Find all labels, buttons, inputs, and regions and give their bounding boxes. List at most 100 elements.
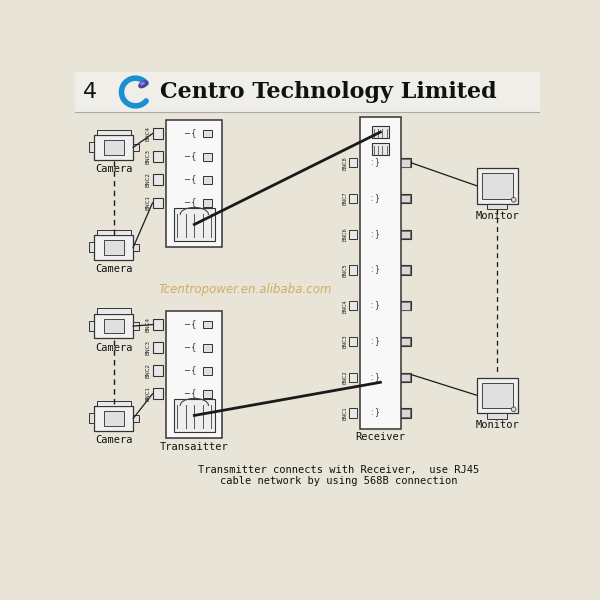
Text: BNC1: BNC1	[342, 406, 347, 420]
Text: BNC4: BNC4	[145, 317, 151, 332]
Bar	[482, 173, 513, 199]
Bar	[203, 176, 212, 184]
Bar	[152, 128, 163, 139]
Bar	[401, 374, 410, 381]
Bar	[349, 337, 357, 346]
Text: $:\}$: $:\}$	[368, 228, 380, 241]
Bar	[401, 337, 412, 346]
Bar	[152, 175, 163, 185]
Bar	[97, 230, 131, 235]
Text: $-\{$: $-\{$	[183, 341, 197, 354]
Text: $:\}$: $:\}$	[368, 192, 380, 205]
Text: $-\{$: $-\{$	[183, 318, 197, 331]
Text: BNC2: BNC2	[145, 363, 151, 378]
Bar	[152, 197, 163, 208]
Bar	[349, 409, 357, 418]
Text: cable network by using 568B connection: cable network by using 568B connection	[220, 476, 457, 486]
Bar	[349, 230, 357, 239]
Bar	[401, 195, 410, 202]
Bar	[349, 265, 357, 275]
Bar	[89, 321, 94, 331]
Bar	[152, 151, 163, 162]
Bar	[401, 230, 410, 238]
Text: BNC3: BNC3	[145, 149, 151, 164]
Bar	[482, 383, 513, 408]
Bar	[401, 266, 410, 274]
Bar	[97, 130, 131, 135]
Text: $-\{$: $-\{$	[183, 197, 197, 209]
Bar	[166, 120, 222, 247]
Bar	[152, 365, 163, 376]
Text: BNC4: BNC4	[145, 126, 151, 141]
Text: BNC1: BNC1	[145, 386, 151, 401]
Bar	[104, 412, 124, 425]
Bar	[203, 321, 212, 328]
Bar	[349, 158, 357, 167]
Text: $:\}$: $:\}$	[368, 157, 380, 169]
Bar	[477, 168, 518, 203]
Bar	[104, 241, 124, 255]
Text: BNC5: BNC5	[342, 263, 347, 277]
Bar	[133, 322, 139, 330]
Ellipse shape	[138, 80, 148, 88]
Text: $-\{$: $-\{$	[183, 388, 197, 400]
Bar	[203, 199, 212, 207]
Text: Transaitter: Transaitter	[160, 442, 229, 452]
Text: $-\{$: $-\{$	[183, 173, 197, 186]
Bar	[104, 140, 124, 155]
Bar	[203, 153, 212, 161]
Bar	[133, 244, 139, 251]
Circle shape	[511, 407, 516, 412]
Bar	[174, 208, 215, 241]
Bar	[104, 319, 124, 333]
Text: $-\{$: $-\{$	[183, 151, 197, 163]
Bar	[166, 311, 222, 438]
Bar	[203, 390, 212, 398]
Text: BNC3: BNC3	[342, 335, 347, 349]
Text: BNC4: BNC4	[342, 299, 347, 313]
Text: BNC2: BNC2	[145, 172, 151, 187]
Text: Transmitter connects with Receiver,  use RJ45: Transmitter connects with Receiver, use …	[198, 464, 479, 475]
Text: BNC7: BNC7	[342, 192, 347, 205]
Bar	[401, 265, 412, 275]
Text: $:\}$: $:\}$	[368, 407, 380, 419]
Text: Camera: Camera	[95, 436, 133, 445]
Bar	[97, 308, 131, 314]
Text: Monitor: Monitor	[476, 420, 519, 430]
Bar	[203, 130, 212, 137]
Bar	[174, 399, 215, 431]
Bar	[89, 413, 94, 423]
Text: $-\{$: $-\{$	[183, 127, 197, 140]
Bar	[401, 373, 412, 382]
Text: Camera: Camera	[95, 164, 133, 175]
Bar	[152, 388, 163, 399]
Text: Camera: Camera	[95, 343, 133, 353]
Bar	[94, 314, 133, 338]
Text: BNC6: BNC6	[342, 227, 347, 241]
Bar	[401, 409, 410, 417]
Bar	[133, 143, 139, 151]
Text: Camera: Camera	[95, 265, 133, 275]
Bar	[349, 194, 357, 203]
Bar	[372, 126, 389, 138]
Text: $-\{$: $-\{$	[183, 364, 197, 377]
Ellipse shape	[140, 82, 145, 85]
Bar	[203, 344, 212, 352]
Text: Tcentropower.en.alibaba.com: Tcentropower.en.alibaba.com	[159, 283, 332, 296]
Circle shape	[511, 197, 516, 202]
Text: Centro Technology Limited: Centro Technology Limited	[160, 81, 497, 103]
Bar	[401, 409, 412, 418]
Bar	[401, 338, 410, 346]
Bar	[401, 302, 410, 310]
Bar	[487, 203, 508, 209]
Bar	[401, 159, 410, 167]
Bar	[94, 406, 133, 431]
Text: $:\}$: $:\}$	[368, 335, 380, 348]
Bar	[89, 142, 94, 152]
Text: BNC1: BNC1	[145, 196, 151, 211]
Bar	[401, 301, 412, 310]
Bar	[349, 301, 357, 310]
Bar	[152, 319, 163, 330]
Bar	[349, 373, 357, 382]
Bar	[97, 401, 131, 406]
